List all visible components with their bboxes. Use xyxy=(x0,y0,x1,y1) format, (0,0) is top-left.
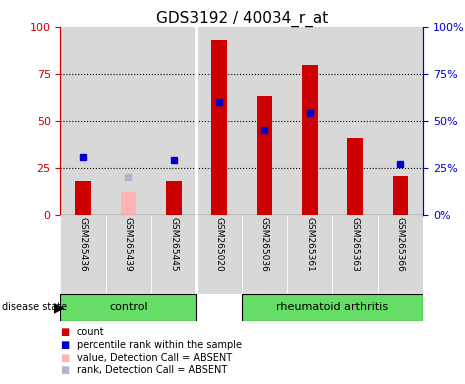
Text: GSM265436: GSM265436 xyxy=(79,217,87,272)
Text: disease state: disease state xyxy=(2,302,67,312)
Text: GSM265445: GSM265445 xyxy=(169,217,178,272)
Bar xyxy=(60,215,106,294)
Text: value, Detection Call = ABSENT: value, Detection Call = ABSENT xyxy=(77,353,232,362)
Text: ▶: ▶ xyxy=(53,300,64,314)
Bar xyxy=(120,192,136,215)
Text: GSM265366: GSM265366 xyxy=(396,217,405,272)
Bar xyxy=(347,138,363,215)
Bar xyxy=(60,27,106,215)
Text: ■: ■ xyxy=(60,353,70,362)
Text: ■: ■ xyxy=(60,340,70,350)
Text: ■: ■ xyxy=(60,365,70,375)
Bar xyxy=(242,27,287,215)
Bar xyxy=(332,27,378,215)
Bar xyxy=(242,215,287,294)
Text: GSM265361: GSM265361 xyxy=(306,217,314,272)
Bar xyxy=(378,215,423,294)
Bar xyxy=(196,294,242,321)
Text: control: control xyxy=(109,302,148,312)
Bar xyxy=(378,27,423,215)
Text: GSM265363: GSM265363 xyxy=(351,217,359,272)
Bar xyxy=(332,215,378,294)
Bar xyxy=(151,215,197,294)
Text: count: count xyxy=(77,327,104,337)
Text: GSM265036: GSM265036 xyxy=(260,217,269,272)
Text: ■: ■ xyxy=(60,327,70,337)
Bar xyxy=(75,181,91,215)
Bar xyxy=(242,294,423,321)
Text: GSM265439: GSM265439 xyxy=(124,217,133,272)
Text: GSM265020: GSM265020 xyxy=(215,217,224,272)
Bar xyxy=(106,215,151,294)
Bar xyxy=(106,27,151,215)
Bar xyxy=(257,96,272,215)
Bar xyxy=(60,294,197,321)
Bar xyxy=(151,27,197,215)
Bar xyxy=(287,27,332,215)
Bar xyxy=(166,181,182,215)
Bar xyxy=(287,215,332,294)
Bar xyxy=(211,40,227,215)
Bar xyxy=(196,215,242,294)
Bar xyxy=(302,65,318,215)
Text: rank, Detection Call = ABSENT: rank, Detection Call = ABSENT xyxy=(77,365,227,375)
Title: GDS3192 / 40034_r_at: GDS3192 / 40034_r_at xyxy=(156,11,328,27)
Text: rheumatoid arthritis: rheumatoid arthritis xyxy=(276,302,389,312)
Bar xyxy=(392,175,408,215)
Text: percentile rank within the sample: percentile rank within the sample xyxy=(77,340,242,350)
Bar xyxy=(196,27,242,215)
